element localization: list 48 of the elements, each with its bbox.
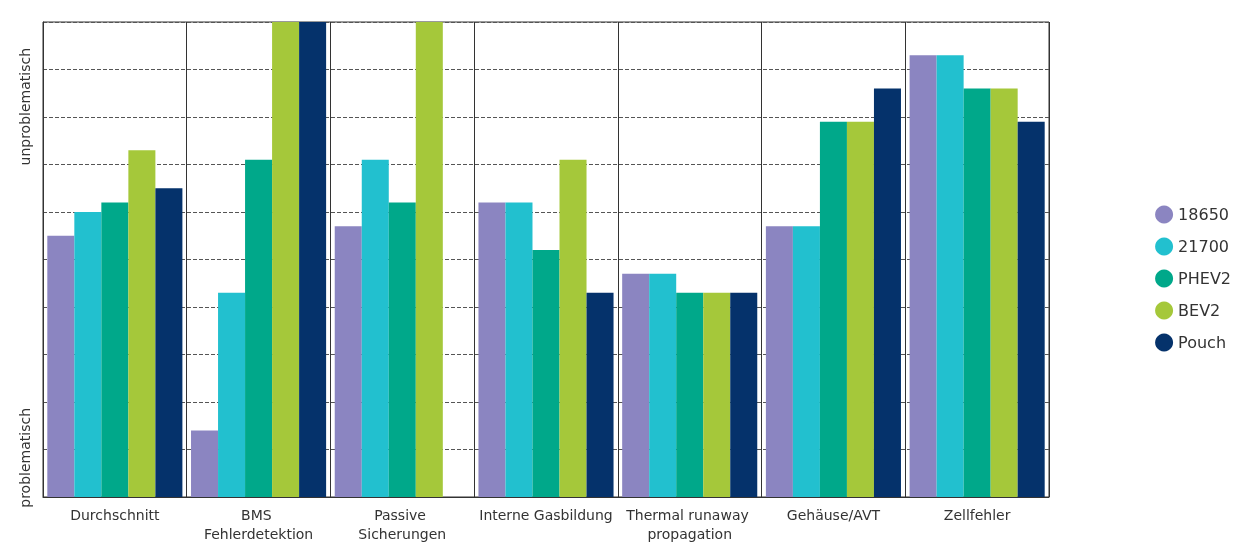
bar — [703, 292, 731, 497]
legend-label: 18650 — [1178, 205, 1229, 224]
bar — [388, 202, 416, 497]
bar — [990, 88, 1018, 497]
x-tick-label: Gehäuse/AVT — [786, 506, 881, 523]
x-tick-label: Durchschnitt — [70, 506, 160, 523]
bar — [649, 273, 677, 497]
bar — [963, 88, 991, 497]
bar — [1017, 121, 1045, 497]
bar — [586, 292, 614, 497]
bar — [792, 226, 820, 497]
bar — [559, 159, 587, 497]
legend-label: Pouch — [1178, 333, 1227, 352]
bar — [47, 235, 75, 497]
bar — [532, 250, 560, 497]
bar — [272, 22, 300, 497]
bar — [676, 292, 704, 497]
bar — [415, 22, 443, 497]
x-tick-label: Passive Sicherungen — [358, 506, 447, 542]
bar — [622, 273, 650, 497]
bar — [245, 159, 273, 497]
bar — [155, 188, 183, 497]
bar — [909, 55, 937, 497]
bar — [505, 202, 533, 497]
x-tick-label: BMS Fehlerdetektion — [203, 506, 314, 542]
bar — [334, 226, 362, 497]
bar — [873, 88, 901, 497]
bar — [361, 159, 389, 497]
x-tick-label: Thermal runaway propagation — [625, 506, 754, 542]
bar — [218, 292, 246, 497]
bar — [819, 121, 847, 497]
text: unproblematisch — [17, 48, 33, 166]
x-tick-label: Zellfehler — [943, 506, 1011, 523]
bar — [191, 430, 219, 497]
bar — [765, 226, 793, 497]
bar — [101, 202, 129, 497]
bar — [128, 150, 156, 497]
bar — [74, 212, 102, 497]
x-tick-label: Interne Gasbildung — [479, 506, 613, 523]
bar — [299, 22, 327, 497]
bar — [478, 202, 506, 497]
bar — [846, 121, 874, 497]
bar — [936, 55, 964, 497]
legend-label: PHEV2 — [1178, 269, 1232, 288]
bar — [730, 292, 758, 497]
legend-label: BEV2 — [1178, 301, 1221, 320]
text: problematisch — [17, 408, 33, 508]
legend-label: 21700 — [1178, 237, 1229, 256]
